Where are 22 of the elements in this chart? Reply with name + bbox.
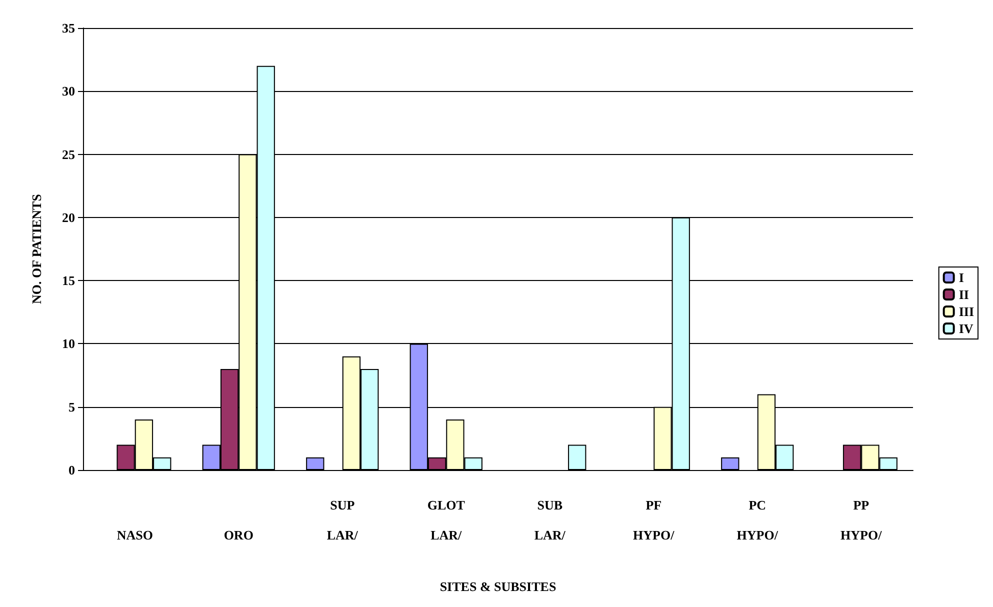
x-tick-label: ORO <box>224 528 254 542</box>
x-tick-label: PF HYPO/ <box>633 498 675 542</box>
x-tick-label: SUP LAR/ <box>326 498 358 542</box>
legend-label: II <box>958 287 969 302</box>
legend-label: IV <box>958 321 974 336</box>
y-tick-label: 10 <box>62 336 75 352</box>
legend-label: III <box>958 304 974 319</box>
y-tick-label: 15 <box>62 273 76 288</box>
y-tick-label: 35 <box>62 20 76 36</box>
y-tick-label: 0 <box>68 462 75 478</box>
y-tick-label: 5 <box>68 399 76 414</box>
y-tick-label: 25 <box>62 146 76 162</box>
y-axis-title: NO. OF PATIENTS <box>29 194 44 304</box>
legend-label: I <box>958 270 964 285</box>
x-tick-label: PC HYPO/ <box>736 498 778 542</box>
x-tick-label: SUB LAR/ <box>534 498 566 542</box>
x-tick-label: GLOT LAR/ <box>427 498 466 542</box>
x-tick-label: PP HYPO/ <box>840 498 882 542</box>
x-axis-title: SITES & SUBSITES <box>440 579 556 594</box>
y-tick-label: 20 <box>62 210 75 225</box>
x-tick-label: NASO <box>116 528 153 542</box>
y-tick-label: 30 <box>62 84 75 99</box>
